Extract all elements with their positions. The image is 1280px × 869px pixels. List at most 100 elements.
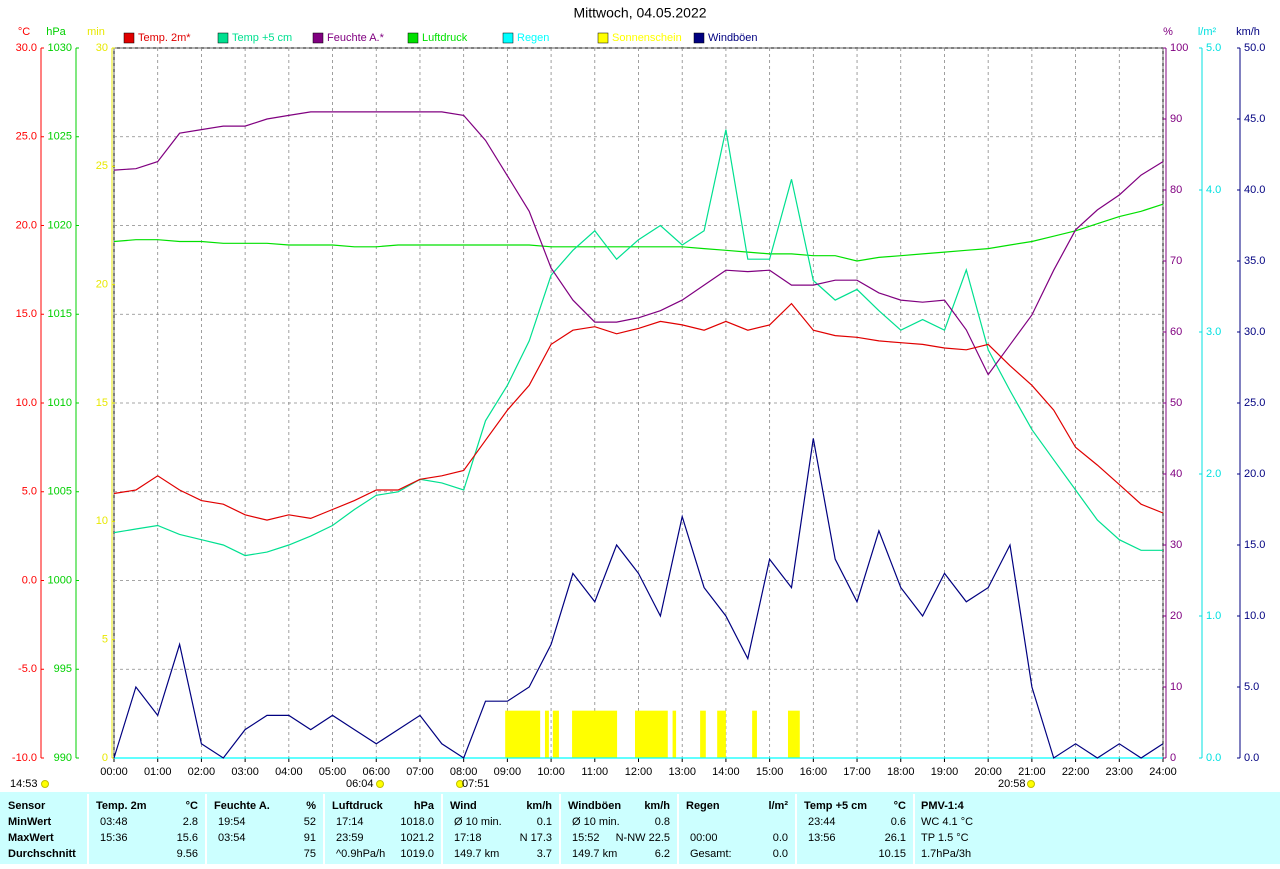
x-tick-label: 09:00 <box>494 766 522 778</box>
table-cell: 52 <box>304 816 316 828</box>
y-tick-label: -5.0 <box>18 663 37 675</box>
series-line <box>113 302 1164 521</box>
y-tick-label: -10.0 <box>12 752 37 764</box>
table-header: Windböen <box>568 800 621 812</box>
table-header: °C <box>894 800 906 812</box>
y-tick-label: 5.0 <box>1206 42 1221 54</box>
sunshine-bar <box>544 710 549 758</box>
table-cell: 15:52 <box>572 832 600 844</box>
sunshine-bar <box>572 710 618 758</box>
y-tick-label: 30.0 <box>16 42 37 54</box>
table-cell: 0.0 <box>773 848 788 860</box>
x-tick-label: 00:00 <box>100 766 128 778</box>
table-header: Sensor <box>8 800 46 812</box>
table-cell: 1018.0 <box>400 816 434 828</box>
x-tick-label: 05:00 <box>319 766 347 778</box>
y-tick-label: 20.0 <box>16 219 37 231</box>
table-header: % <box>306 800 316 812</box>
x-tick-label: 21:00 <box>1018 766 1046 778</box>
y-tick-label: 20.0 <box>1244 468 1265 480</box>
table-cell: TP 1.5 °C <box>921 832 969 844</box>
axis-unit: °C <box>18 26 30 38</box>
x-tick-label: 17:00 <box>843 766 871 778</box>
table-cell: 15:36 <box>100 832 128 844</box>
y-tick-label: 40 <box>1170 468 1182 480</box>
table-header: hPa <box>414 800 435 812</box>
y-tick-label: 25.0 <box>16 131 37 143</box>
sun-time: 20:58 <box>998 778 1026 790</box>
y-tick-label: 1025 <box>48 131 72 143</box>
table-cell: 1.7hPa/3h <box>921 848 971 860</box>
series-line <box>113 111 1164 376</box>
legend-label: Temp +5 cm <box>232 32 292 44</box>
table-cell: 0.8 <box>655 816 670 828</box>
table-header: PMV-1:4 <box>921 800 965 812</box>
y-tick-label: 20 <box>96 279 108 291</box>
table-cell: 2.8 <box>183 816 198 828</box>
y-tick-label: 30 <box>96 42 108 54</box>
legend-swatch <box>597 32 609 44</box>
y-tick-label: 90 <box>1170 113 1182 125</box>
sun-time: 14:53 <box>10 778 38 790</box>
y-tick-label: 100 <box>1170 42 1188 54</box>
table-header: l/m² <box>768 800 788 812</box>
table-cell: MinWert <box>8 816 52 828</box>
x-tick-label: 04:00 <box>275 766 303 778</box>
table-cell: 1019.0 <box>400 848 434 860</box>
table-cell: 0.1 <box>537 816 552 828</box>
y-tick-label: 50 <box>1170 397 1182 409</box>
table-cell: Ø 10 min. <box>572 816 620 828</box>
y-tick-label: 25.0 <box>1244 397 1265 409</box>
x-tick-label: 08:00 <box>450 766 478 778</box>
series-line <box>113 129 1163 557</box>
y-tick-label: 45.0 <box>1244 113 1265 125</box>
y-tick-label: 1015 <box>48 308 72 320</box>
y-tick-label: 70 <box>1170 255 1182 267</box>
chart-title: Mittwoch, 04.05.2022 <box>573 5 706 21</box>
table-header: km/h <box>644 800 670 812</box>
sun-marker <box>376 780 384 788</box>
y-tick-label: 995 <box>54 663 72 675</box>
x-tick-label: 10:00 <box>537 766 565 778</box>
sunshine-bar <box>787 710 800 758</box>
sunshine-bar <box>717 710 726 758</box>
axis-unit: % <box>1163 26 1173 38</box>
axis-unit: l/m² <box>1198 26 1217 38</box>
legend-label: Luftdruck <box>422 32 468 44</box>
y-tick-label: 990 <box>54 752 72 764</box>
y-tick-label: 4.0 <box>1206 184 1221 196</box>
table-cell: 03:48 <box>100 816 128 828</box>
sun-time: 07:51 <box>462 778 490 790</box>
table-cell: N 17.3 <box>520 832 552 844</box>
y-tick-label: 1005 <box>48 486 72 498</box>
sunshine-bar <box>752 710 757 758</box>
sunshine-bar <box>700 710 706 758</box>
table-cell: 19:54 <box>218 816 246 828</box>
legend-label: Sonnenschein <box>612 32 682 44</box>
legend-label: Temp. 2m* <box>138 32 191 44</box>
legend-swatch <box>312 32 324 44</box>
legend-label: Feuchte A.* <box>327 32 385 44</box>
legend-swatch <box>693 32 705 44</box>
table-cell: 23:59 <box>336 832 364 844</box>
x-tick-label: 01:00 <box>144 766 172 778</box>
x-tick-label: 13:00 <box>668 766 696 778</box>
y-tick-label: 10.0 <box>16 397 37 409</box>
y-tick-label: 80 <box>1170 184 1182 196</box>
table-header: Feuchte A. <box>214 800 270 812</box>
table-cell: 9.56 <box>177 848 198 860</box>
x-tick-label: 11:00 <box>581 766 608 778</box>
table-header: Wind <box>450 800 477 812</box>
table-cell: 13:56 <box>808 832 836 844</box>
x-tick-label: 07:00 <box>406 766 434 778</box>
y-tick-label: 35.0 <box>1244 255 1265 267</box>
table-cell: 03:54 <box>218 832 246 844</box>
table-header: Regen <box>686 800 720 812</box>
table-cell: Ø 10 min. <box>454 816 502 828</box>
y-tick-label: 5 <box>102 634 108 646</box>
y-tick-label: 5.0 <box>22 486 37 498</box>
x-tick-label: 23:00 <box>1106 766 1134 778</box>
table-cell: 0.6 <box>891 816 906 828</box>
table-cell: 26.1 <box>885 832 906 844</box>
